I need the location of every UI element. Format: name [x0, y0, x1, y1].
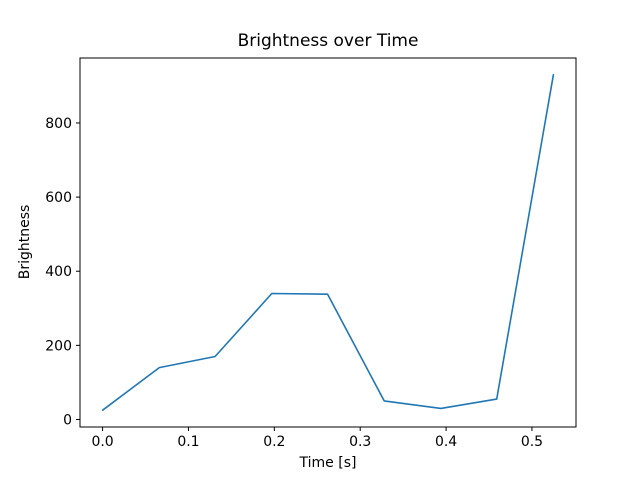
- y-tick-label: 600: [45, 190, 72, 206]
- x-tick-label: 0.0: [91, 434, 113, 450]
- y-tick-label: 800: [45, 116, 72, 132]
- x-axis-label: Time [s]: [299, 455, 357, 471]
- y-tick-label: 400: [45, 264, 72, 280]
- x-tick-label: 0.2: [263, 434, 285, 450]
- axes-frame: [79, 57, 577, 428]
- y-tick-label: 0: [63, 412, 72, 428]
- data-line-brightness: [101, 74, 555, 412]
- chart-title: Brightness over Time: [238, 31, 419, 51]
- x-tick-label: 0.3: [349, 434, 371, 450]
- x-tick-label: 0.1: [177, 434, 199, 450]
- plot-area: 0.0 0.1 0.2 0.3 0.4 0.5 0 200 400 600 800: [45, 57, 577, 450]
- y-tick-label: 200: [45, 338, 72, 354]
- x-tick-label: 0.5: [521, 434, 543, 450]
- y-axis-label: Brightness: [17, 205, 33, 280]
- x-tick-label: 0.4: [435, 434, 457, 450]
